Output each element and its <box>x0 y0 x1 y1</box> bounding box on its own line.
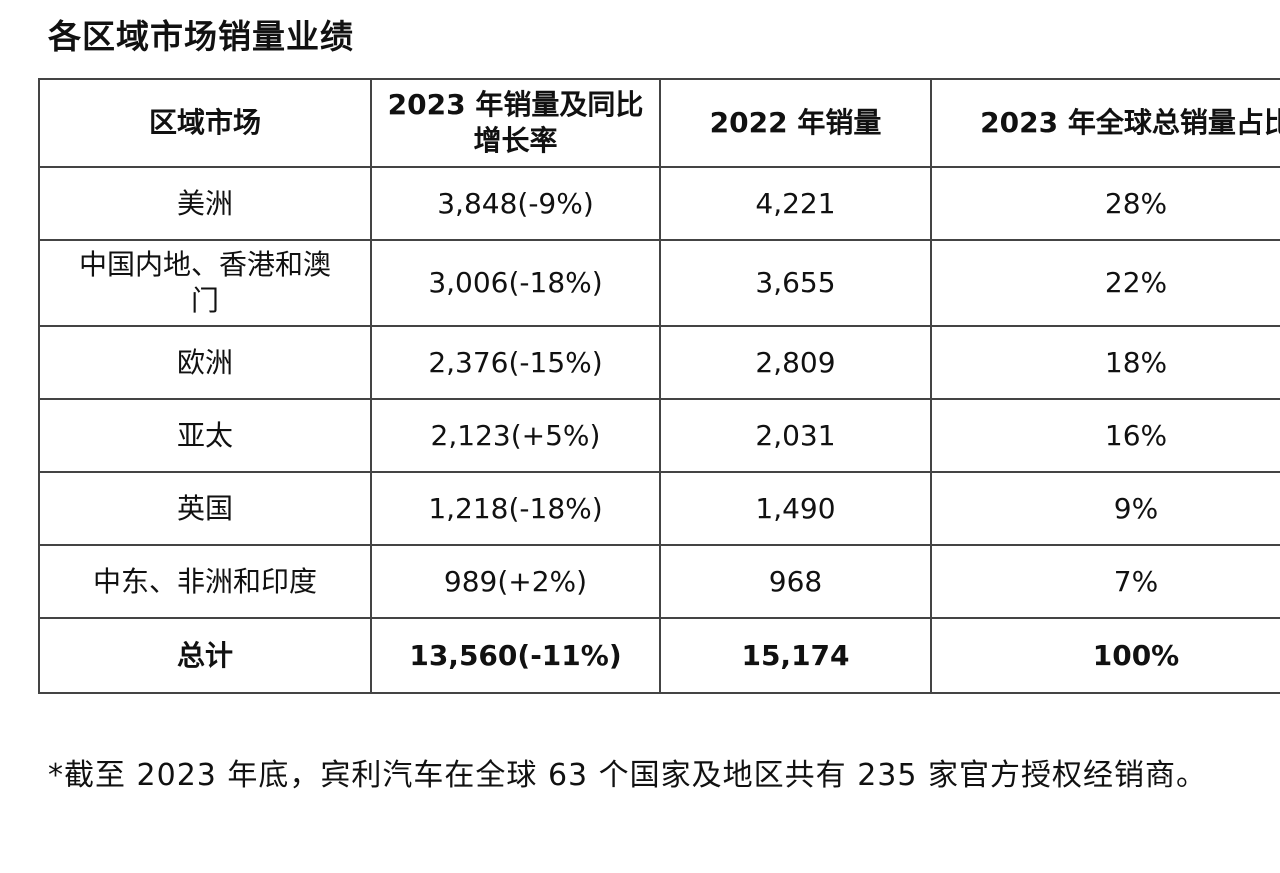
cell-share-2023: 18% <box>930 325 1280 400</box>
table-row: 中国内地、香港和澳门 3,006(-18%) 3,655 22% <box>38 239 1280 327</box>
cell-sales-2022: 3,655 <box>659 239 932 327</box>
cell-region: 英国 <box>38 471 372 546</box>
cell-sales-2023: 1,218(-18%) <box>370 471 661 546</box>
cell-sales-2023: 2,123(+5%) <box>370 398 661 473</box>
cell-sales-2022: 2,809 <box>659 325 932 400</box>
cell-region: 亚太 <box>38 398 372 473</box>
table-total-row: 总计 13,560(-11%) 15,174 100% <box>38 617 1280 694</box>
cell-sales-2022: 4,221 <box>659 166 932 241</box>
table-row: 美洲 3,848(-9%) 4,221 28% <box>38 166 1280 241</box>
cell-total-sales-2022: 15,174 <box>659 617 932 694</box>
cell-sales-2023: 3,848(-9%) <box>370 166 661 241</box>
cell-share-2023: 7% <box>930 544 1280 619</box>
cell-share-2023: 16% <box>930 398 1280 473</box>
table-row: 亚太 2,123(+5%) 2,031 16% <box>38 398 1280 473</box>
cell-share-2023: 22% <box>930 239 1280 327</box>
cell-region: 美洲 <box>38 166 372 241</box>
cell-sales-2022: 1,490 <box>659 471 932 546</box>
cell-share-2023: 28% <box>930 166 1280 241</box>
cell-sales-2023: 2,376(-15%) <box>370 325 661 400</box>
table-row: 欧洲 2,376(-15%) 2,809 18% <box>38 325 1280 400</box>
page-title: 各区域市场销量业绩 <box>48 17 354 56</box>
cell-sales-2023: 3,006(-18%) <box>370 239 661 327</box>
cell-share-2023: 9% <box>930 471 1280 546</box>
header-sales-2022: 2022 年销量 <box>659 78 932 168</box>
cell-sales-2022: 2,031 <box>659 398 932 473</box>
cell-sales-2023: 989(+2%) <box>370 544 661 619</box>
header-sales-2023: 2023 年销量及同比增长率 <box>370 78 661 168</box>
table-row: 英国 1,218(-18%) 1,490 9% <box>38 471 1280 546</box>
table-header-row: 区域市场 2023 年销量及同比增长率 2022 年销量 2023 年全球总销量… <box>38 78 1280 168</box>
cell-region: 欧洲 <box>38 325 372 400</box>
cell-region: 中国内地、香港和澳门 <box>38 239 372 327</box>
cell-total-sales-2023: 13,560(-11%) <box>370 617 661 694</box>
header-share-2023: 2023 年全球总销量占比 <box>930 78 1280 168</box>
header-region: 区域市场 <box>38 78 372 168</box>
cell-sales-2022: 968 <box>659 544 932 619</box>
footnote: *截至 2023 年底，宾利汽车在全球 63 个国家及地区共有 235 家官方授… <box>48 758 1207 793</box>
cell-total-label: 总计 <box>38 617 372 694</box>
regional-sales-table: 区域市场 2023 年销量及同比增长率 2022 年销量 2023 年全球总销量… <box>38 78 1280 694</box>
cell-total-share-2023: 100% <box>930 617 1280 694</box>
cell-region: 中东、非洲和印度 <box>38 544 372 619</box>
table-row: 中东、非洲和印度 989(+2%) 968 7% <box>38 544 1280 619</box>
